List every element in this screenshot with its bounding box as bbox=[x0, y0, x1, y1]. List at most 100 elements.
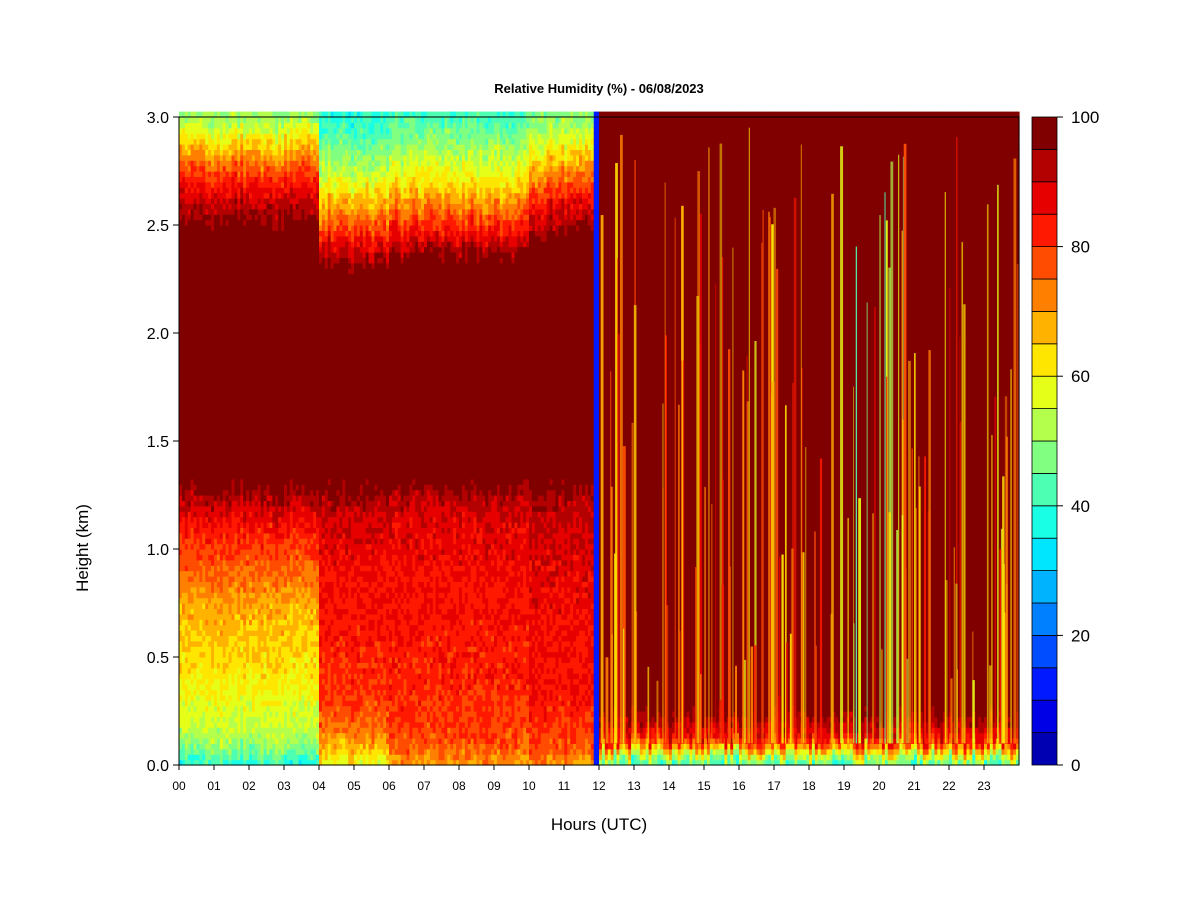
heatmap-cell bbox=[216, 300, 221, 307]
heatmap-cell bbox=[240, 295, 244, 302]
heatmap-cell bbox=[187, 354, 192, 361]
heatmap-cell bbox=[199, 122, 203, 129]
heatmap-cell bbox=[211, 273, 215, 280]
heatmap-cell bbox=[202, 559, 206, 566]
heatmap-cell bbox=[199, 349, 203, 356]
heatmap-cell bbox=[216, 273, 221, 280]
heatmap-cell bbox=[193, 403, 198, 410]
heatmap-cell bbox=[205, 230, 209, 237]
heatmap-cell bbox=[205, 268, 209, 275]
heatmap-cell bbox=[228, 273, 233, 280]
heatmap-cell bbox=[225, 635, 230, 642]
heatmap-cell bbox=[228, 565, 233, 572]
heatmap-cell bbox=[219, 592, 224, 599]
heatmap-cell bbox=[184, 651, 189, 658]
heatmap-cell bbox=[187, 419, 192, 426]
heatmap-cell bbox=[211, 711, 215, 717]
heatmap-cell bbox=[208, 592, 212, 599]
heatmap-cell bbox=[211, 338, 215, 345]
heatmap-cell bbox=[205, 743, 209, 750]
heatmap-cell bbox=[228, 338, 233, 345]
heatmap-cell bbox=[205, 397, 209, 404]
heatmap-cell bbox=[179, 316, 183, 323]
heatmap-cell bbox=[237, 630, 241, 636]
heatmap-cell bbox=[214, 516, 218, 523]
heatmap-cell bbox=[190, 284, 195, 291]
heatmap-cell bbox=[222, 333, 227, 339]
heatmap-cell bbox=[208, 554, 212, 561]
heatmap-cell bbox=[181, 532, 186, 539]
heatmap-cell bbox=[237, 327, 241, 334]
heatmap-cell bbox=[222, 268, 227, 275]
heatmap-cell bbox=[184, 441, 189, 447]
heatmap-cell bbox=[214, 246, 218, 253]
heatmap-cell bbox=[181, 284, 186, 291]
heatmap-cell bbox=[219, 716, 224, 723]
heatmap-cell bbox=[208, 144, 212, 150]
heatmap-cell bbox=[216, 268, 221, 275]
heatmap-cell bbox=[196, 192, 201, 199]
heatmap-cell bbox=[237, 554, 241, 561]
heatmap-cell bbox=[211, 651, 215, 658]
heatmap-cell bbox=[184, 684, 189, 690]
heatmap-cell bbox=[225, 700, 230, 707]
heatmap-cell bbox=[231, 441, 236, 447]
heatmap-cell bbox=[211, 241, 215, 248]
heatmap-cell bbox=[184, 424, 189, 431]
heatmap-cell bbox=[184, 516, 189, 523]
heatmap-cell bbox=[228, 133, 233, 140]
heatmap-cell bbox=[181, 300, 186, 307]
heatmap-cell bbox=[196, 225, 201, 231]
heatmap-cell bbox=[214, 273, 218, 280]
heatmap-cell bbox=[196, 171, 201, 177]
heatmap-cell bbox=[187, 446, 192, 453]
heatmap-cell bbox=[196, 640, 201, 647]
heatmap-cell bbox=[202, 144, 206, 150]
heatmap-cell bbox=[196, 430, 201, 437]
heatmap-cell bbox=[181, 667, 186, 674]
heatmap-cell bbox=[234, 214, 238, 221]
heatmap-cell bbox=[211, 592, 215, 599]
heatmap-cell bbox=[237, 651, 241, 658]
heatmap-cell bbox=[179, 214, 183, 221]
heatmap-cell bbox=[179, 419, 183, 426]
heatmap-cell bbox=[234, 630, 238, 636]
heatmap-cell bbox=[181, 662, 186, 669]
heatmap-cell bbox=[237, 208, 241, 215]
heatmap-cell bbox=[202, 721, 206, 728]
heatmap-cell bbox=[190, 667, 195, 674]
heatmap-cell bbox=[211, 138, 215, 145]
heatmap-cell bbox=[228, 759, 233, 766]
heatmap-cell bbox=[193, 268, 198, 275]
heatmap-cell bbox=[231, 608, 236, 615]
heatmap-cell bbox=[225, 354, 230, 361]
heatmap-cell bbox=[181, 570, 186, 577]
heatmap-cell bbox=[216, 117, 221, 123]
heatmap-cell bbox=[214, 651, 218, 658]
heatmap-cell bbox=[222, 759, 227, 766]
heatmap-cell bbox=[187, 630, 192, 636]
heatmap-cell bbox=[234, 208, 238, 215]
heatmap-cell bbox=[214, 754, 218, 761]
heatmap-cell bbox=[216, 181, 221, 188]
heatmap-cell bbox=[187, 700, 192, 707]
heatmap-cell bbox=[193, 198, 198, 204]
heatmap-cell bbox=[240, 608, 244, 615]
heatmap-cell bbox=[231, 549, 236, 555]
heatmap-cell bbox=[193, 678, 198, 685]
heatmap-cell bbox=[205, 640, 209, 647]
heatmap-cell bbox=[199, 473, 203, 480]
heatmap-cell bbox=[196, 478, 201, 485]
heatmap-cell bbox=[228, 181, 233, 188]
heatmap-cell bbox=[225, 165, 230, 172]
heatmap-cell bbox=[179, 576, 183, 582]
heatmap-cell bbox=[205, 225, 209, 231]
heatmap-cell bbox=[214, 208, 218, 215]
heatmap-cell bbox=[228, 511, 233, 518]
heatmap-cell bbox=[219, 754, 224, 761]
heatmap-cell bbox=[216, 235, 221, 242]
heatmap-cell bbox=[179, 489, 183, 496]
heatmap-cell bbox=[216, 716, 221, 723]
heatmap-cell bbox=[214, 111, 218, 118]
heatmap-cell bbox=[211, 662, 215, 669]
